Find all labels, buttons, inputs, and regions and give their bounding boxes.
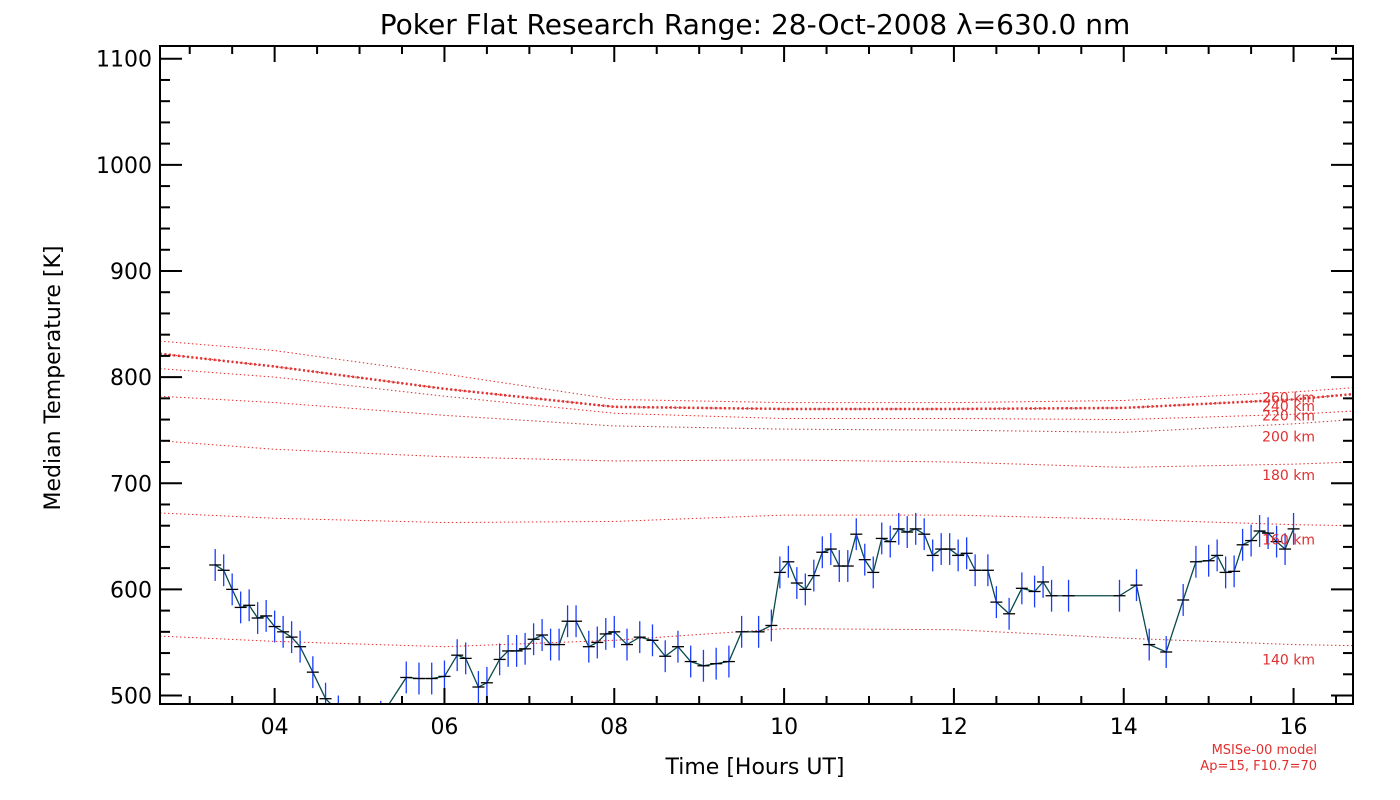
model-label-260-km: 260 km (1262, 390, 1315, 406)
model-curve-emphasis (160, 352, 1353, 411)
x-tick-label: 04 (261, 715, 289, 740)
x-tick-label: 08 (600, 715, 628, 740)
x-tick-label: 16 (1280, 715, 1308, 740)
measured-line (214, 528, 1295, 704)
y-tick-label: 500 (110, 685, 152, 710)
x-tick-label: 06 (430, 715, 458, 740)
model-curve-220-km (160, 368, 1353, 421)
model-curve-140-km (160, 628, 1353, 648)
model-label-220-km: 220 km (1262, 408, 1315, 424)
model-curve-160-km (160, 512, 1353, 527)
model-curve-240-km (160, 353, 1353, 410)
y-tick-label: 900 (110, 260, 152, 285)
x-tick-label: 14 (1110, 715, 1138, 740)
model-label-140-km: 140 km (1262, 652, 1315, 668)
chart-title: Poker Flat Research Range: 28-Oct-2008 λ… (380, 8, 1131, 41)
plot-frame (159, 45, 1354, 705)
model-name-note: MSISe-00 model (1212, 743, 1317, 758)
y-tick-label: 800 (110, 366, 152, 391)
x-tick-label: 12 (940, 715, 968, 740)
model-params-note: Ap=15, F10.7=70 (1200, 759, 1317, 774)
y-tick-label: 1100 (96, 48, 152, 73)
model-curve-200-km (160, 395, 1353, 433)
model-curve-180-km (160, 440, 1353, 468)
model-label-240-km: 240 km (1262, 399, 1315, 415)
y-tick-label: 600 (110, 578, 152, 603)
y-axis-label: Median Temperature [K] (41, 246, 66, 511)
x-axis-label: Time [Hours UT] (665, 755, 845, 780)
model-label-200-km: 200 km (1262, 430, 1315, 446)
x-tick-label: 10 (770, 715, 798, 740)
y-tick-label: 700 (110, 472, 152, 497)
model-curve-260-km (160, 340, 1353, 404)
plot-inner (160, 340, 1353, 704)
y-tick-label: 1000 (96, 154, 152, 179)
model-label-160-km: 160 km (1262, 533, 1315, 549)
model-label-180-km: 180 km (1262, 468, 1315, 484)
